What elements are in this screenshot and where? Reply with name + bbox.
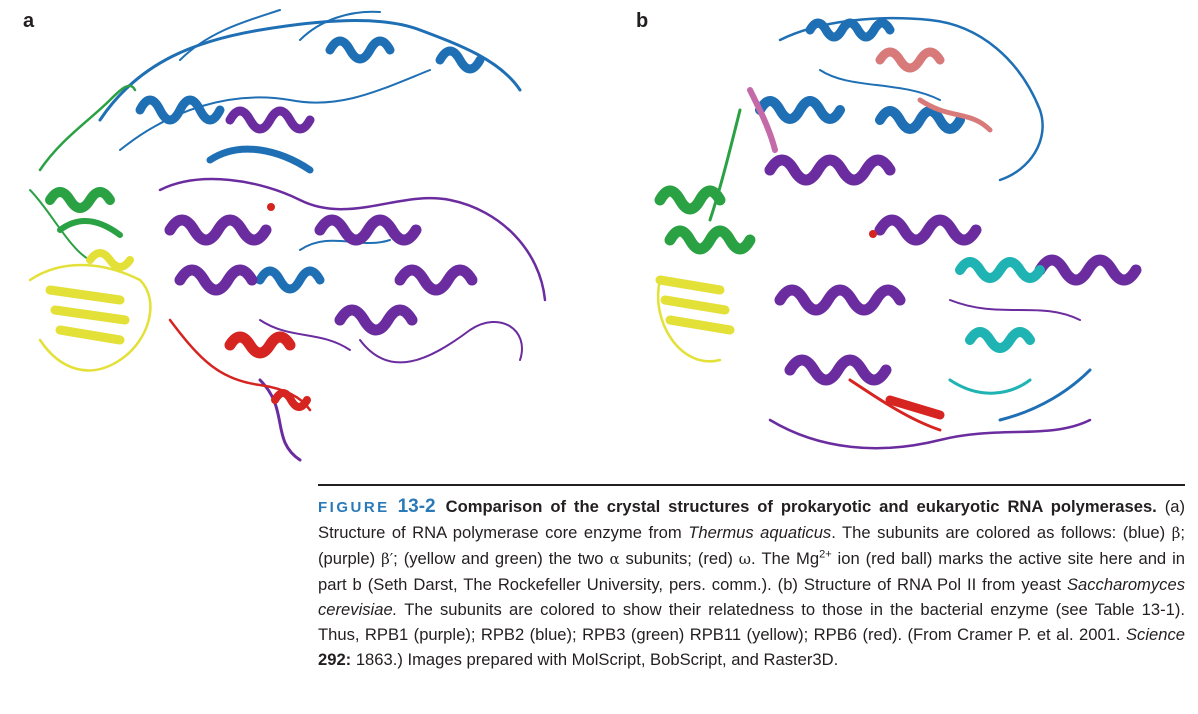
rpb6-red	[848, 378, 945, 432]
caption-rule	[318, 484, 1185, 486]
alpha-subunit-green	[29, 84, 137, 261]
rpb2-blue	[755, 16, 1092, 422]
journal-name: Science	[1125, 625, 1185, 644]
caption-text: . The Mg	[751, 549, 820, 568]
caption-text: ; (yellow and green) the two	[393, 549, 610, 568]
organism-b: Saccharomyces cerevisiae.	[318, 575, 1185, 619]
caption-text: The subunits are colored to show their r…	[318, 600, 1185, 644]
mg-ion-ball-b	[869, 230, 877, 238]
omega-subunit-red	[168, 318, 312, 412]
greek-beta-prime: β′	[381, 550, 394, 568]
rpb1-purple	[764, 154, 1142, 450]
rpb-pink	[875, 47, 993, 133]
greek-beta: β	[1171, 524, 1181, 542]
structure-b-image	[654, 16, 1142, 450]
figure-word: FIGURE	[318, 499, 390, 516]
rpb3-green	[654, 108, 756, 255]
panel-a-label: a	[23, 10, 35, 32]
rpb-magenta	[747, 87, 778, 153]
caption-text: (a) Structure of RNA polymerase core enz…	[318, 497, 1185, 542]
caption-text: subunits; (red)	[619, 549, 739, 568]
caption-text: . The subunits are colored as follows: (…	[831, 523, 1172, 542]
beta-prime-subunit-purple	[158, 106, 547, 462]
rpb-cyan	[948, 257, 1045, 395]
alpha-subunit-yellow	[28, 249, 152, 372]
rpb11-yellow	[655, 275, 735, 363]
beta-subunit-blue	[98, 9, 522, 294]
panel-b-label: b	[636, 10, 649, 32]
mg-ion-ball-a	[267, 203, 275, 211]
figure-caption: FIGURE 13-2 Comparison of the crystal str…	[318, 494, 1185, 672]
figure-number: 13-2	[397, 496, 436, 517]
journal-volume: 292:	[318, 650, 352, 669]
caption-title: Comparison of the crystal structures of …	[445, 497, 1157, 516]
caption-text: ion (red ball) marks the active site her…	[318, 549, 1185, 594]
structure-a-image	[28, 9, 547, 462]
caption-text: 1863.) Images prepared with MolScript, B…	[351, 650, 839, 669]
mg-superscript: 2+	[819, 548, 832, 561]
greek-alpha: α	[609, 550, 620, 568]
greek-omega: ω	[738, 550, 751, 568]
organism-a: Thermus aquaticus	[688, 523, 832, 542]
caption-text: ; (purple)	[318, 523, 1185, 568]
